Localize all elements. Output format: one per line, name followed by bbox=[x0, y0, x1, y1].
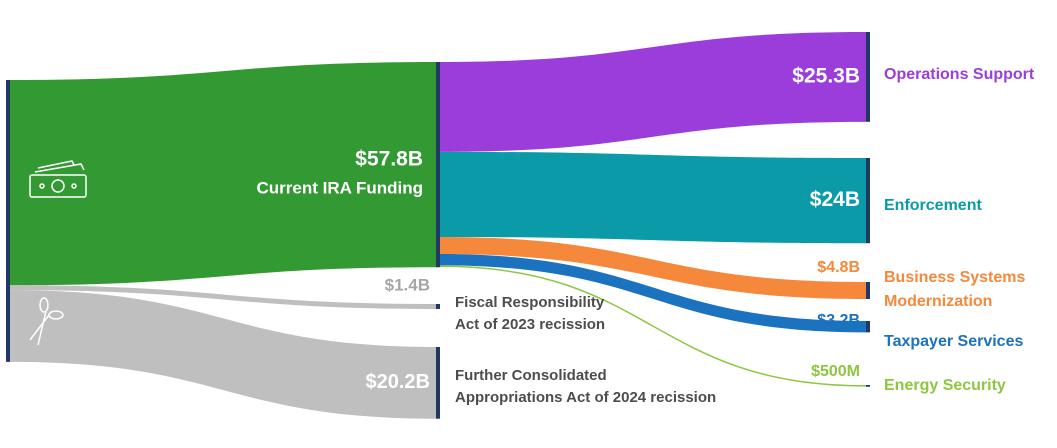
target-link bbox=[440, 237, 866, 300]
target-value-label: $3.2B bbox=[817, 312, 860, 329]
target-name: Enforcement bbox=[884, 197, 982, 214]
links bbox=[10, 32, 867, 419]
rescission-node bbox=[436, 304, 440, 309]
target-node bbox=[866, 321, 870, 333]
target-link bbox=[439, 265, 867, 387]
source-link bbox=[10, 62, 438, 286]
rescission-value-label: $1.4B bbox=[385, 275, 430, 294]
rescission-link bbox=[10, 290, 438, 419]
target-name: Taxpayer Services bbox=[884, 333, 1023, 350]
money-icon bbox=[29, 160, 87, 198]
target-name: Modernization bbox=[884, 293, 992, 310]
target-name: Operations Support bbox=[884, 66, 1035, 83]
source-name: Current IRA Funding bbox=[256, 178, 423, 197]
target-name: Energy Security bbox=[884, 377, 1006, 394]
target-name: Business Systems bbox=[884, 269, 1026, 286]
nodes bbox=[6, 32, 870, 419]
labels: $57.8B Current IRA Funding $1.4B Fiscal Res… bbox=[256, 64, 1034, 406]
scissors-icon bbox=[29, 297, 64, 346]
target-link bbox=[440, 151, 866, 244]
rescission-name: Act of 2023 recission bbox=[455, 316, 605, 333]
source-value-label: $57.8B bbox=[355, 148, 423, 171]
target-node bbox=[866, 385, 870, 387]
target-link bbox=[440, 254, 866, 333]
rescission-link bbox=[10, 285, 438, 309]
target-value-label: $24B bbox=[810, 188, 860, 211]
rescission-node bbox=[436, 347, 440, 419]
middle-node bbox=[436, 62, 440, 268]
target-link bbox=[440, 32, 866, 152]
rescission-name: Fiscal Responsibility bbox=[455, 294, 605, 311]
rescission-name: Appropriations Act of 2024 recission bbox=[455, 389, 716, 406]
target-node bbox=[866, 32, 870, 122]
source-node bbox=[6, 80, 10, 362]
target-value-label: $4.8B bbox=[817, 259, 860, 276]
target-node bbox=[866, 158, 870, 244]
target-value-label: $25.3B bbox=[792, 64, 860, 87]
target-node bbox=[866, 282, 870, 300]
rescission-value-label: $20.2B bbox=[366, 371, 431, 393]
rescission-name: Further Consolidated bbox=[455, 367, 607, 384]
target-value-label: $500M bbox=[811, 363, 860, 380]
